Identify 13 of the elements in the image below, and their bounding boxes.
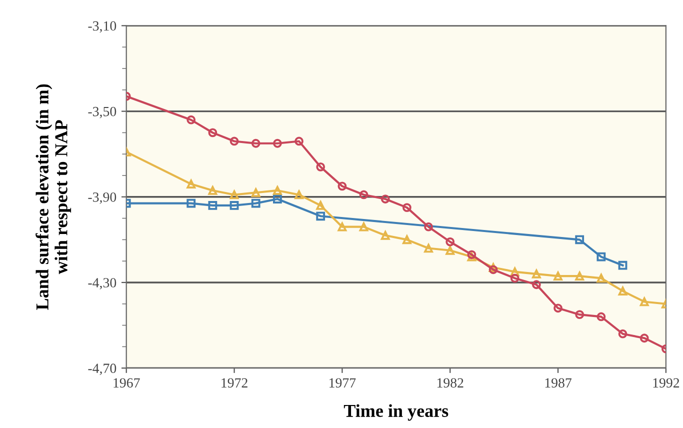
x-tick-label: 1987 [545,378,572,388]
y-tick-label: -3,50 [88,106,116,118]
x-tick-label: 1982 [437,378,464,388]
x-axis-title: Time in years [344,404,448,421]
x-tick-label: 1977 [330,378,356,388]
y-tick-label: -3,10 [88,21,116,33]
x-tick-label: 1972 [222,378,248,388]
x-tick-label: 1967 [114,378,140,388]
y-tick-label: -3,90 [88,192,116,204]
y-tick-label: -4,30 [88,278,116,290]
y-axis-title: Land surface elevation (in m) with respect to NAP [36,84,72,310]
x-tick-label: 1992 [653,378,680,388]
y-tick-label: -4,70 [88,364,116,376]
